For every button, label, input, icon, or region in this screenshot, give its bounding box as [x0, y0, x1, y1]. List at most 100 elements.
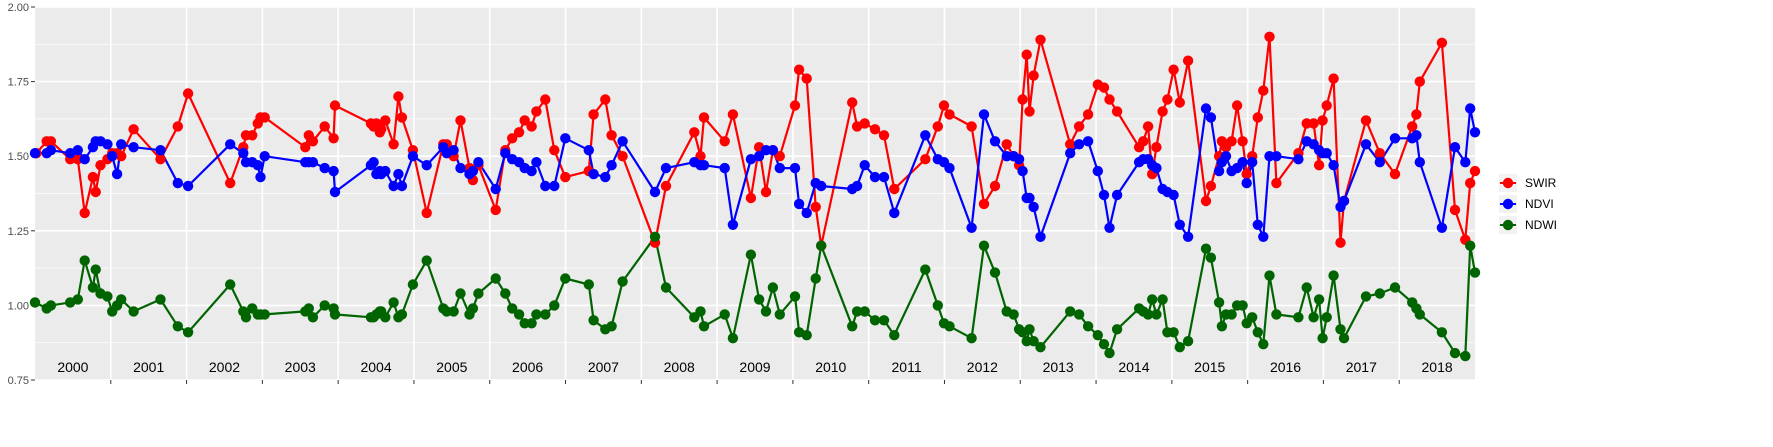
data-point-swir	[1098, 82, 1110, 93]
data-point-swir	[1017, 94, 1028, 105]
data-point-ndvi	[107, 151, 118, 162]
data-point-ndvi	[531, 157, 542, 168]
data-point-ndvi	[1271, 151, 1282, 162]
data-point-ndwi	[810, 273, 821, 284]
data-point-ndwi	[1151, 309, 1162, 320]
data-point-ndwi	[1168, 327, 1179, 338]
data-point-swir	[247, 130, 258, 141]
data-point-ndwi	[1247, 312, 1258, 323]
data-point-ndwi	[789, 291, 801, 302]
data-point-ndvi	[1411, 130, 1422, 141]
data-point-swir	[878, 130, 890, 141]
data-point-ndvi	[396, 180, 408, 192]
data-point-swir	[128, 124, 139, 135]
data-point-swir	[889, 183, 900, 195]
data-point-ndvi	[617, 136, 628, 147]
data-point-ndvi	[1024, 192, 1035, 204]
data-point-ndwi	[660, 282, 672, 293]
data-point-swir	[95, 160, 106, 171]
data-point-swir	[388, 139, 399, 150]
year-label: 2007	[588, 359, 619, 375]
data-point-ndvi	[801, 207, 812, 219]
data-point-swir	[526, 121, 537, 132]
data-point-ndvi	[583, 145, 594, 156]
data-point-ndvi	[1168, 189, 1179, 201]
data-point-ndwi	[1338, 333, 1350, 344]
data-point-ndvi	[1247, 157, 1258, 168]
data-point-ndvi	[944, 162, 955, 174]
data-point-swir	[259, 112, 270, 123]
data-point-ndvi	[1200, 103, 1212, 114]
data-point-swir	[421, 207, 432, 219]
data-point-swir	[1335, 237, 1346, 248]
data-point-ndwi	[1213, 297, 1225, 308]
data-point-ndwi	[500, 288, 511, 299]
data-point-ndvi	[606, 160, 617, 171]
data-point-swir	[1313, 160, 1325, 171]
data-point-ndwi	[90, 264, 101, 275]
data-point-ndvi	[1374, 157, 1386, 168]
data-point-ndwi	[1111, 324, 1123, 335]
data-point-ndvi	[1104, 222, 1115, 233]
data-point-ndwi	[816, 240, 827, 251]
data-point-ndwi	[1460, 350, 1471, 362]
data-point-ndvi	[319, 162, 330, 174]
data-point-swir	[1024, 106, 1035, 117]
data-point-ndvi	[259, 151, 270, 162]
data-point-ndvi	[29, 148, 41, 159]
data-point-ndvi	[1338, 195, 1350, 207]
data-point-swir	[810, 201, 821, 213]
data-point-swir	[1073, 121, 1085, 132]
data-point-ndwi	[1073, 309, 1085, 320]
data-point-swir	[698, 112, 710, 123]
data-point-swir	[1001, 139, 1012, 150]
data-point-ndvi	[116, 139, 127, 150]
data-point-ndwi	[1374, 288, 1386, 299]
y-tick-label: 1.25	[8, 226, 29, 238]
data-point-ndvi	[1328, 160, 1339, 171]
data-point-ndwi	[380, 312, 391, 323]
data-point-swir	[116, 151, 127, 162]
data-point-swir	[155, 154, 166, 165]
data-point-ndwi	[329, 309, 341, 320]
legend-label-ndvi: NDVI	[1525, 197, 1554, 211]
data-point-ndwi	[507, 303, 518, 314]
data-point-ndwi	[1104, 347, 1115, 359]
data-point-swir	[1182, 55, 1194, 66]
data-point-ndvi	[1073, 139, 1085, 150]
data-point-swir	[1082, 109, 1094, 120]
data-point-ndwi	[847, 321, 858, 332]
data-point-ndvi	[1013, 154, 1025, 165]
data-point-swir	[79, 207, 90, 219]
data-point-swir	[1465, 177, 1476, 189]
data-point-ndwi	[1469, 267, 1481, 278]
data-point-ndvi	[774, 162, 785, 174]
data-point-ndvi	[368, 157, 379, 168]
data-point-ndwi	[473, 288, 484, 299]
data-point-ndwi	[407, 279, 419, 290]
data-point-swir	[660, 180, 672, 192]
y-tick-label: 1.00	[8, 300, 29, 312]
year-label: 2003	[285, 359, 316, 375]
data-point-ndvi	[467, 165, 479, 177]
data-point-swir	[1360, 115, 1372, 126]
legend-label-swir: SWIR	[1525, 176, 1557, 190]
data-point-ndvi	[111, 168, 123, 180]
data-point-ndvi	[329, 186, 341, 198]
data-point-swir	[719, 136, 730, 147]
data-point-ndvi	[727, 219, 739, 230]
legend-label-ndwi: NDWI	[1525, 218, 1557, 232]
year-label: 2015	[1194, 359, 1225, 375]
data-point-ndvi	[767, 145, 779, 156]
data-point-swir	[1151, 142, 1162, 153]
data-point-ndvi	[869, 171, 881, 183]
data-point-ndwi	[72, 294, 84, 305]
data-point-ndvi	[473, 157, 484, 168]
data-point-swir	[966, 121, 977, 132]
data-point-ndwi	[869, 315, 881, 326]
data-point-ndwi	[727, 333, 739, 344]
data-point-ndvi	[1098, 189, 1110, 201]
data-point-ndwi	[1313, 294, 1325, 305]
data-point-swir	[944, 109, 955, 120]
